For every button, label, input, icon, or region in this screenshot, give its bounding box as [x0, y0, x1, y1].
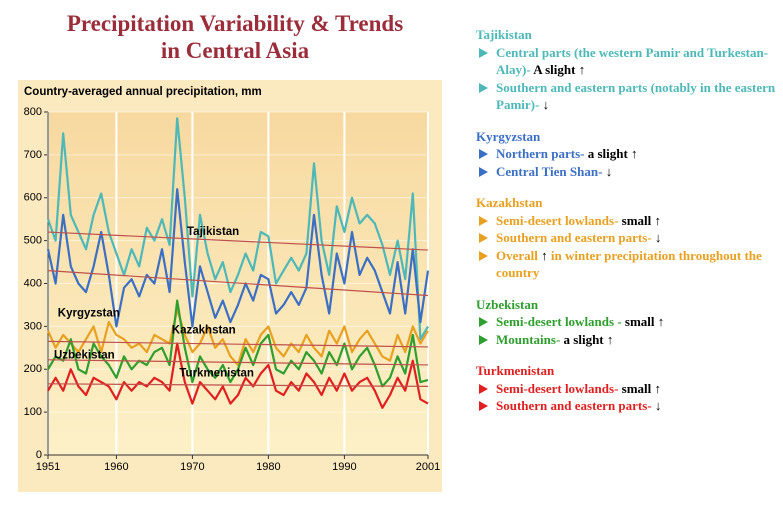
y-tick-label: 700 — [24, 149, 42, 161]
note-item: Northern parts- a slight ↑ — [476, 145, 781, 163]
country-heading: Turkmenistan — [476, 363, 555, 378]
note-text: in winter precipitation throughout the c… — [496, 247, 762, 281]
country-heading: Kazakhstan — [476, 195, 543, 210]
y-tick-label: 100 — [24, 406, 42, 418]
notes-panel: Tajikistan Central parts (the western Pam… — [476, 26, 781, 429]
note-text: Semi-desert lowlands- — [496, 212, 622, 228]
y-tick-label: 300 — [24, 320, 42, 332]
country-notes: Kazakhstan Semi-desert lowlands- small ↑ S… — [476, 194, 781, 282]
x-tick-label: 2001 — [416, 461, 440, 473]
country-notes: Turkmenistan Semi-desert lowlands- small … — [476, 362, 781, 415]
x-tick-label: 1960 — [104, 461, 128, 473]
note-item: Central Tien Shan- ↓ — [476, 163, 781, 181]
trend-text: small ↑ — [621, 380, 662, 396]
slide-title: Precipitation Variability & Trends in Ce… — [20, 10, 450, 64]
trend-line — [47, 231, 429, 251]
title-line: in Central Asia — [160, 38, 310, 63]
trend-text: ↓ — [654, 230, 662, 245]
trend-text: ↓ — [542, 97, 550, 112]
country-heading: Tajikistan — [476, 27, 532, 42]
series-line — [47, 342, 429, 409]
country-notes: Uzbekistan Semi-desert lowlands - small ↑… — [476, 296, 781, 349]
note-text: Southern and eastern parts- — [496, 398, 655, 413]
trend-line — [47, 359, 429, 366]
y-tick-label: 600 — [24, 192, 42, 204]
note-text: Northern parts- — [496, 146, 588, 161]
series-label: Turkmenistan — [179, 368, 254, 380]
trend-text: a slight ↑ — [587, 146, 638, 161]
trend-text: ↑ — [541, 247, 548, 263]
note-text: Mountains- — [496, 331, 564, 347]
trend-text: ↓ — [654, 398, 662, 413]
note-text: Southern and eastern parts- — [496, 230, 655, 245]
chart-title: Country-averaged annual precipitation, m… — [24, 86, 262, 98]
note-text: Central parts (the western Pamir and Tur… — [496, 44, 769, 78]
trend-text: small ↑ — [624, 314, 665, 329]
y-tick-label: 200 — [24, 363, 42, 375]
y-tick-label: 800 — [24, 106, 42, 118]
trend-text: ↓ — [605, 163, 613, 179]
x-tick-label: 1990 — [332, 461, 356, 473]
note-item: Southern and eastern parts (notably in t… — [476, 79, 781, 114]
country-heading: Uzbekistan — [476, 296, 539, 312]
series-label: Kyrgyzstan — [58, 308, 120, 320]
note-text: Semi-desert lowlands- — [496, 380, 622, 396]
note-item: Central parts (the western Pamir and Tur… — [476, 44, 781, 79]
y-tick-label: 500 — [24, 235, 42, 247]
title-line: Precipitation Variability & Trends — [66, 11, 404, 36]
trend-text: a slight ↑ — [563, 331, 614, 347]
series-line — [46, 188, 430, 328]
series-line — [47, 299, 429, 388]
note-item: Semi-desert lowlands- small ↑ — [476, 212, 781, 230]
note-item: Overall ↑ in winter precipitation throug… — [476, 247, 781, 282]
note-item: Semi-desert lowlands- small ↑ — [476, 380, 781, 398]
series-line — [46, 308, 429, 367]
series-line — [46, 117, 429, 341]
trend-line — [47, 340, 429, 348]
trend-text: A slight ↑ — [533, 62, 586, 77]
trend-line — [47, 270, 429, 297]
note-item: Semi-desert lowlands - small ↑ — [476, 313, 781, 331]
series-label: Uzbekistan — [54, 350, 115, 362]
country-notes: Kyrgyzstan Northern parts- a slight ↑ Cent… — [476, 128, 781, 181]
note-item: Southern and eastern parts- ↓ — [476, 229, 781, 247]
country-heading: Kyrgyzstan — [476, 128, 541, 144]
trend-text: small ↑ — [621, 212, 662, 228]
note-item: Southern and eastern parts- ↓ — [476, 397, 781, 415]
series-label: Kazakhstan — [172, 325, 236, 337]
chart: Country-averaged annual precipitation, m… — [18, 80, 442, 492]
note-text: Overall — [496, 247, 542, 263]
series-label: Tajikistan — [187, 226, 239, 238]
x-tick-label: 1980 — [256, 461, 280, 473]
country-notes: Tajikistan Central parts (the western Pam… — [476, 26, 781, 114]
y-tick-label: 400 — [24, 277, 42, 289]
x-tick-label: 1970 — [180, 461, 204, 473]
note-item: Mountains- a slight ↑ — [476, 331, 781, 349]
x-tick-label: 1951 — [36, 461, 60, 473]
note-text: Semi-desert lowlands - — [496, 314, 625, 329]
note-text: Central Tien Shan- — [496, 163, 606, 179]
trend-line — [47, 383, 429, 387]
note-text: Southern and eastern parts (notably in t… — [496, 79, 776, 113]
y-tick-label: 0 — [36, 449, 42, 461]
